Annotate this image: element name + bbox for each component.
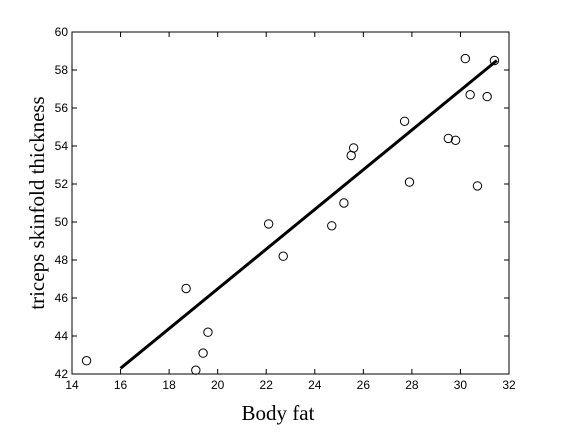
y-axis-label: triceps skinfold thickness: [25, 96, 49, 309]
y-tick-label: 52: [55, 177, 69, 191]
data-point: [472, 181, 483, 191]
y-tick-label: 46: [55, 291, 69, 305]
x-tick-label: 22: [260, 378, 274, 392]
data-point: [489, 55, 500, 66]
x-tick-label: 30: [454, 378, 468, 392]
y-tick-label: 42: [55, 367, 69, 381]
x-tick-label: 16: [114, 378, 128, 392]
x-tick-label: 24: [308, 378, 322, 392]
y-tick-label: 60: [55, 25, 69, 39]
x-tick-label: 32: [502, 378, 516, 392]
data-point: [339, 198, 349, 208]
data-point: [198, 348, 208, 358]
x-tick-label: 20: [211, 378, 225, 392]
y-tick-label: 58: [55, 63, 69, 77]
data-point: [399, 116, 410, 127]
y-tick-label: 54: [55, 139, 69, 153]
data-point: [465, 90, 475, 100]
data-point: [450, 135, 461, 146]
data-point: [327, 221, 337, 231]
y-tick-label: 56: [55, 101, 69, 115]
data-point: [404, 177, 415, 187]
data-point: [181, 283, 191, 294]
x-axis-label: Body fat: [242, 401, 315, 425]
y-tick-label: 50: [55, 215, 69, 229]
x-tick-label: 18: [162, 378, 176, 392]
data-point: [263, 219, 274, 229]
regression-line: [119, 59, 498, 370]
data-point: [348, 143, 359, 153]
y-tick-label: 48: [55, 253, 69, 267]
data-point: [81, 356, 92, 366]
x-tick-label: 14: [65, 378, 79, 392]
data-point: [191, 365, 201, 375]
plot-area-frame: [71, 31, 510, 375]
x-tick-label: 28: [405, 378, 419, 392]
x-tick-label: 26: [357, 378, 371, 392]
data-point: [482, 91, 492, 102]
data-point: [443, 133, 454, 144]
data-point: [203, 327, 213, 337]
data-point: [278, 251, 288, 261]
y-tick-label: 44: [55, 329, 69, 343]
data-point: [460, 53, 470, 64]
